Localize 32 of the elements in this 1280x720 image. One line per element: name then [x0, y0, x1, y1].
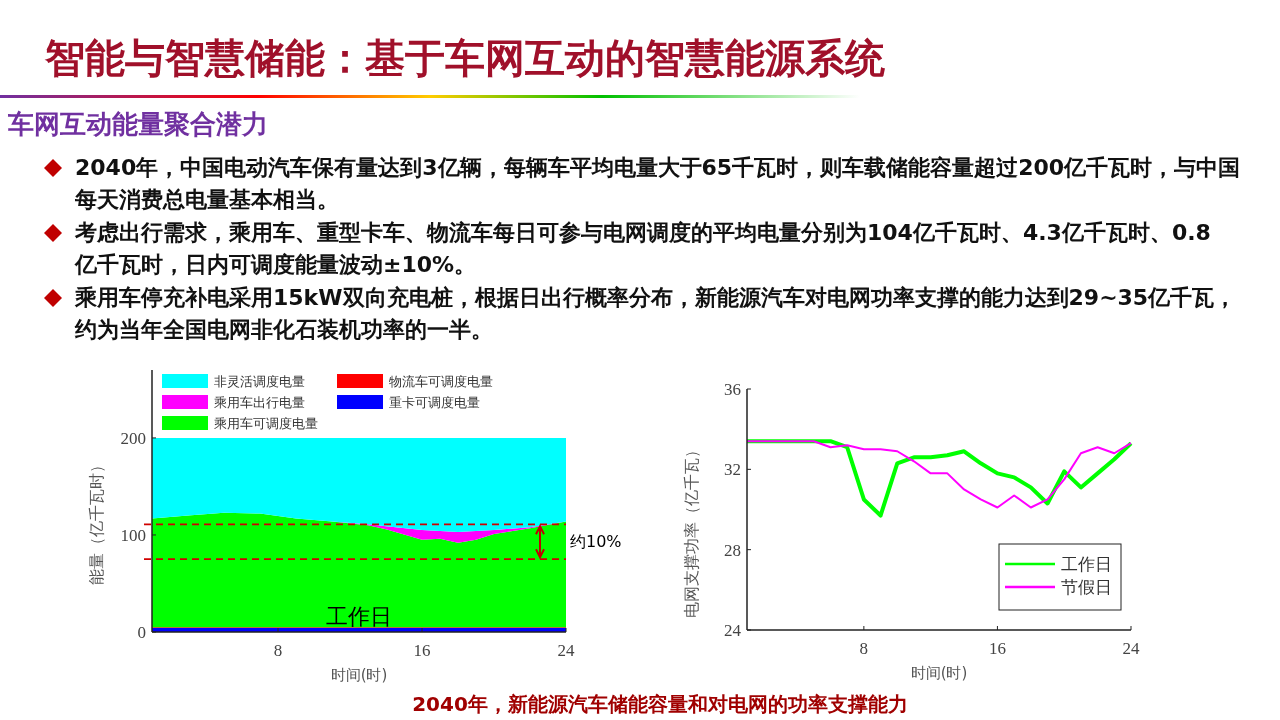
x-axis-title: 时间(时)	[910, 664, 968, 682]
y-tick-label: 200	[120, 428, 146, 448]
annotation: 工作日	[326, 604, 392, 629]
x-tick-label: 24	[557, 641, 575, 660]
y-tick-label: 36	[724, 379, 741, 399]
y-tick-label: 100	[120, 525, 146, 545]
legend-label: 非灵活调度电量	[214, 373, 305, 389]
x-tick-label: 24	[1122, 639, 1140, 658]
legend-label: 物流车可调度电量	[389, 373, 493, 389]
x-tick-label: 16	[988, 639, 1006, 658]
text: 约10%	[570, 532, 622, 552]
x-tick-label: 8	[859, 639, 869, 658]
legend-label: 乘用车出行电量	[214, 394, 305, 410]
y-tick-label: 28	[724, 540, 741, 560]
legend-label: 乘用车可调度电量	[214, 415, 318, 431]
text: 考虑出行需求，乘用车、重型卡车、物流车每日可参与电网调度的平均电量分别为104亿千瓦时、4.3亿千瓦时、0.8亿千瓦时，日内可调度能量波动±10%。	[74, 220, 1211, 277]
legend-label: 工作日	[1061, 553, 1112, 574]
y-tick-label: 24	[724, 620, 742, 640]
text: 2040年，新能源汽车储能容量和对电网的功率支撑能力	[412, 692, 908, 716]
x-tick-label: 16	[413, 641, 431, 660]
chart-subtitle: 车网互动能量聚合潜力	[7, 109, 268, 139]
x-tick-label: 8	[273, 641, 283, 660]
y-axis-title: 能量（亿千瓦时）	[87, 457, 106, 585]
text: 乘用车停充补电采用15kW双向充电桩，根据日出行概率分布，新能源汽车对电网功率支撑的能力达到29~35亿千瓦，约为当年全国电网非化石装机功率的一半。	[74, 285, 1237, 342]
x-axis-title: 时间(时)	[330, 666, 388, 684]
y-tick-label: 32	[724, 460, 741, 480]
y-axis-title: 电网支撑功率（亿千瓦）	[682, 441, 701, 618]
legend-label: 节假日	[1061, 576, 1112, 597]
legend-label: 重卡可调度电量	[389, 394, 480, 410]
text: 2040年，中国电动汽车保有量达到3亿辆，每辆车平均电量大于65千瓦时，则车载储能容量超过200亿千瓦时，与中国每天消费总电量基本相当。	[74, 155, 1241, 212]
chart-title: 智能与智慧储能：基于车网互动的智慧能源系统	[44, 35, 885, 81]
y-tick-label: 0	[137, 622, 146, 642]
